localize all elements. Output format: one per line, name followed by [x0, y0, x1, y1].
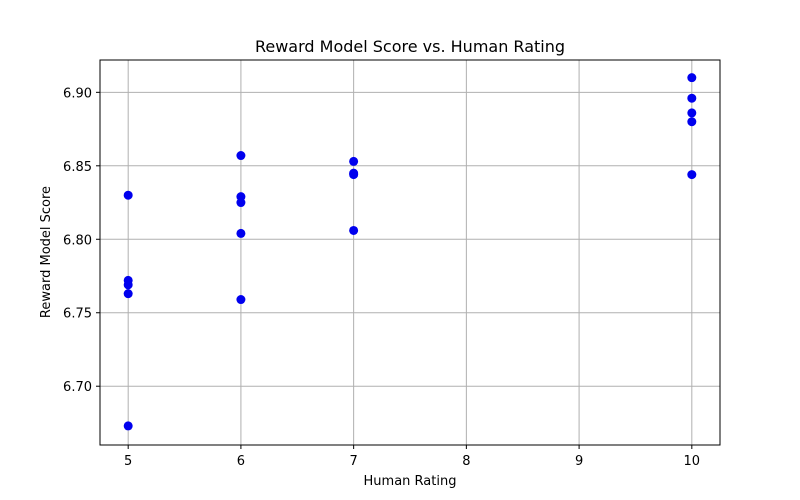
- data-point: [687, 170, 697, 180]
- data-point: [349, 170, 359, 180]
- y-axis-title: Reward Model Score: [39, 186, 54, 318]
- data-point: [123, 280, 133, 290]
- y-tick-label: 6.70: [63, 380, 92, 395]
- y-tick-label: 6.85: [63, 160, 92, 175]
- plot-area-frame: [99, 59, 721, 446]
- data-point: [349, 156, 359, 166]
- data-point: [687, 108, 697, 118]
- data-point: [236, 228, 246, 238]
- x-tick-label: 6: [237, 454, 245, 469]
- data-point: [123, 190, 133, 200]
- data-point: [123, 421, 133, 431]
- y-tick-label: 6.75: [63, 307, 92, 322]
- x-tick-label: 7: [349, 454, 357, 469]
- x-tick-label: 9: [575, 454, 583, 469]
- data-point: [349, 225, 359, 235]
- y-tick-label: 6.90: [63, 86, 92, 101]
- y-tick-label: 6.80: [63, 233, 92, 248]
- y-axis: 6.70 6.75 6.80 6.85 6.90: [63, 86, 100, 395]
- data-point: [687, 117, 697, 127]
- data-point: [236, 151, 246, 161]
- x-axis-title: Human Rating: [364, 474, 457, 489]
- x-tick-label: 10: [684, 454, 701, 469]
- data-points: [123, 73, 697, 431]
- data-point: [236, 295, 246, 305]
- data-point: [123, 289, 133, 299]
- x-tick-label: 8: [462, 454, 470, 469]
- data-point: [236, 198, 246, 208]
- x-axis: 5 6 7 8 9 10: [124, 445, 700, 469]
- x-tick-label: 5: [124, 454, 132, 469]
- data-point: [687, 73, 697, 83]
- data-point: [687, 93, 697, 103]
- chart-title: Reward Model Score vs. Human Rating: [255, 37, 565, 56]
